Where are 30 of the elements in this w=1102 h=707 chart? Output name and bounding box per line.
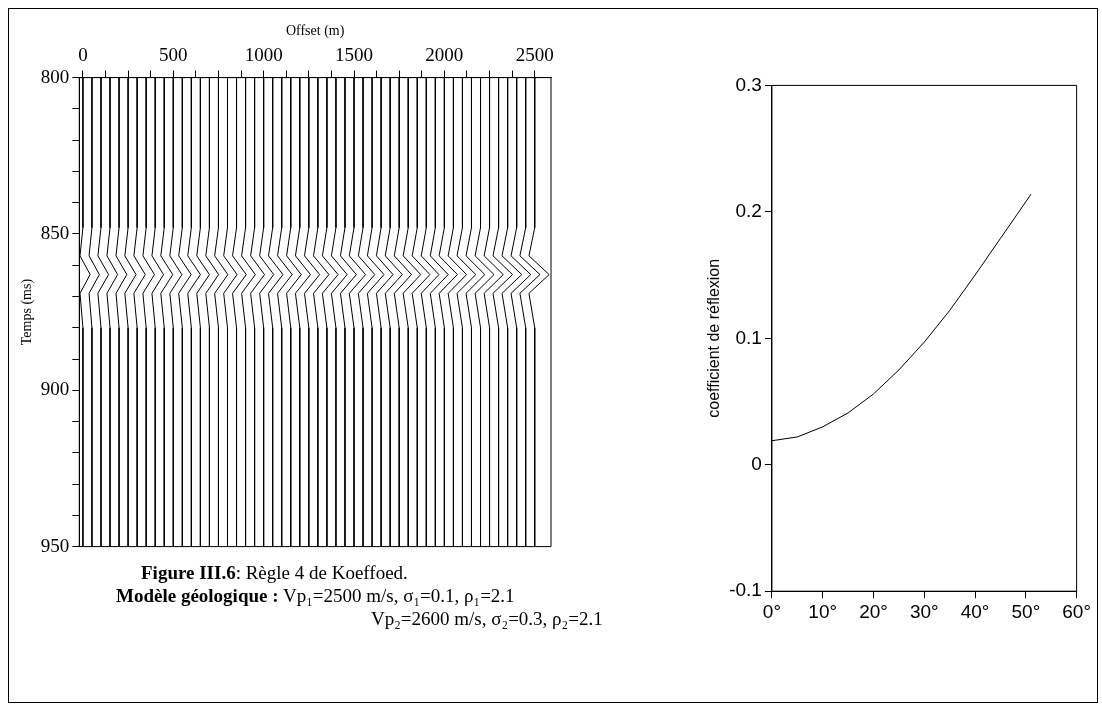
text: Modèle géologique : [116,585,279,606]
x-tick-label: 500 [159,44,188,66]
x-tick-label: 20° [859,600,888,622]
x-tick-label: 30° [909,600,939,622]
y-tick-label: -0.1 [729,579,762,601]
text: Vp₂=2600 m/s, σ₂=0.3, ρ₂=2.1 [371,608,603,629]
x-tick-label: 2000 [425,44,464,66]
text: Figure III.6 [141,562,236,583]
y-axis-title: coefficient de réflexion [705,258,723,418]
x-tick-label: 2500 [515,44,554,66]
text: : Règle 4 de Koeffoed. [235,562,408,583]
y-tick-label: 850 [40,221,70,243]
y-tick-label: 900 [40,378,70,400]
y-axis-title: Temps (ms) [19,278,36,346]
x-tick-label: 0 [78,44,88,66]
x-tick-label: 60° [1062,600,1091,622]
y-tick-label: 0.1 [735,326,762,348]
x-tick-label: 10° [808,600,838,622]
x-tick-label: 0° [762,600,782,622]
y-tick-label: 0 [751,452,762,474]
x-axis-title: Offset (m) [285,23,345,40]
y-tick-label: 800 [40,65,70,87]
y-tick-label: 950 [40,534,70,556]
x-tick-label: 1500 [335,44,374,66]
x-tick-label: 50° [1011,600,1041,622]
y-tick-label: 0.2 [735,200,762,222]
y-tick-label: 0.3 [735,73,762,95]
x-tick-label: 1000 [244,44,283,66]
text: Vp₁=2500 m/s, σ₁=0.1, ρ₁=2.1 [281,585,515,606]
x-tick-label: 40° [960,600,990,622]
